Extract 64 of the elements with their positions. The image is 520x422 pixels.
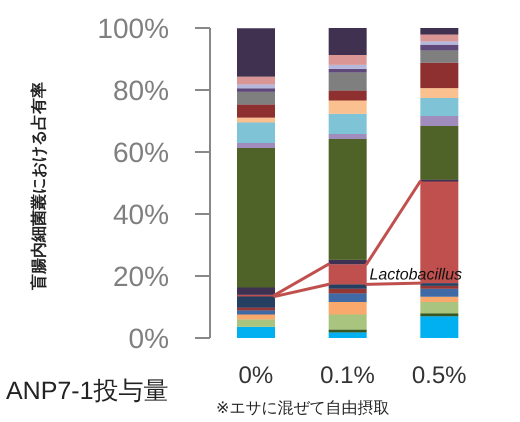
bar: [328, 28, 367, 55]
bar: [237, 28, 275, 77]
bar: [237, 104, 275, 118]
bar: [420, 44, 458, 50]
bar: [420, 302, 458, 314]
y-tick-label: 60%: [112, 136, 169, 168]
y-axis-title: 盲腸内細菌叢における占有率: [29, 82, 48, 291]
bar: [328, 314, 367, 330]
bar: [328, 72, 367, 91]
bar: [328, 332, 367, 338]
bar: [237, 143, 275, 148]
bar: [328, 302, 367, 314]
bar: [328, 64, 367, 69]
bar: [420, 98, 458, 116]
bar: [328, 54, 367, 65]
bar: [328, 264, 367, 284]
bar: [328, 284, 367, 289]
bar: [328, 293, 367, 302]
bar: [420, 34, 458, 42]
bar: [420, 288, 458, 297]
y-tick-label: 20%: [112, 260, 169, 292]
bar: [237, 310, 275, 314]
bar: [420, 62, 458, 88]
bar: [328, 114, 367, 134]
bar: [420, 316, 458, 338]
bar: [237, 287, 275, 295]
bar: [420, 314, 458, 316]
x-tick-label: 0%: [238, 362, 274, 390]
bar: [237, 148, 275, 288]
bar: [237, 319, 275, 327]
x-axis-title: ANP7-1投与量: [6, 376, 169, 407]
bar: [328, 288, 367, 294]
bar: [328, 90, 367, 101]
bar: [328, 134, 367, 139]
y-tick-label: 100%: [97, 12, 169, 44]
bar: [328, 138, 367, 260]
bar: [420, 28, 458, 35]
bar: [328, 260, 367, 264]
bar: [420, 283, 458, 286]
x-tick-label: 0.1%: [320, 362, 375, 390]
bar: [237, 84, 275, 88]
bar: [237, 296, 275, 308]
bar: [237, 118, 275, 123]
bar: [237, 314, 275, 320]
bar: [328, 100, 367, 114]
bar: [420, 116, 458, 126]
bar: [420, 50, 458, 63]
bar: [237, 88, 275, 92]
bar: [237, 92, 275, 105]
bar: [420, 286, 458, 289]
bar: [328, 330, 367, 332]
bar: [237, 76, 275, 84]
bar: [237, 122, 275, 144]
y-tick-label: 0%: [128, 322, 169, 354]
bar: [420, 88, 458, 98]
bar: [237, 308, 275, 310]
x-tick-label: 0.5%: [412, 362, 467, 390]
y-tick-label: 80%: [112, 74, 169, 106]
bar: [420, 296, 458, 302]
bar: [328, 68, 367, 72]
bar: [420, 126, 458, 180]
bar: [237, 326, 275, 338]
y-tick-label: 40%: [112, 198, 169, 230]
text: ※エサに混ぜて自由摂取: [216, 398, 390, 419]
